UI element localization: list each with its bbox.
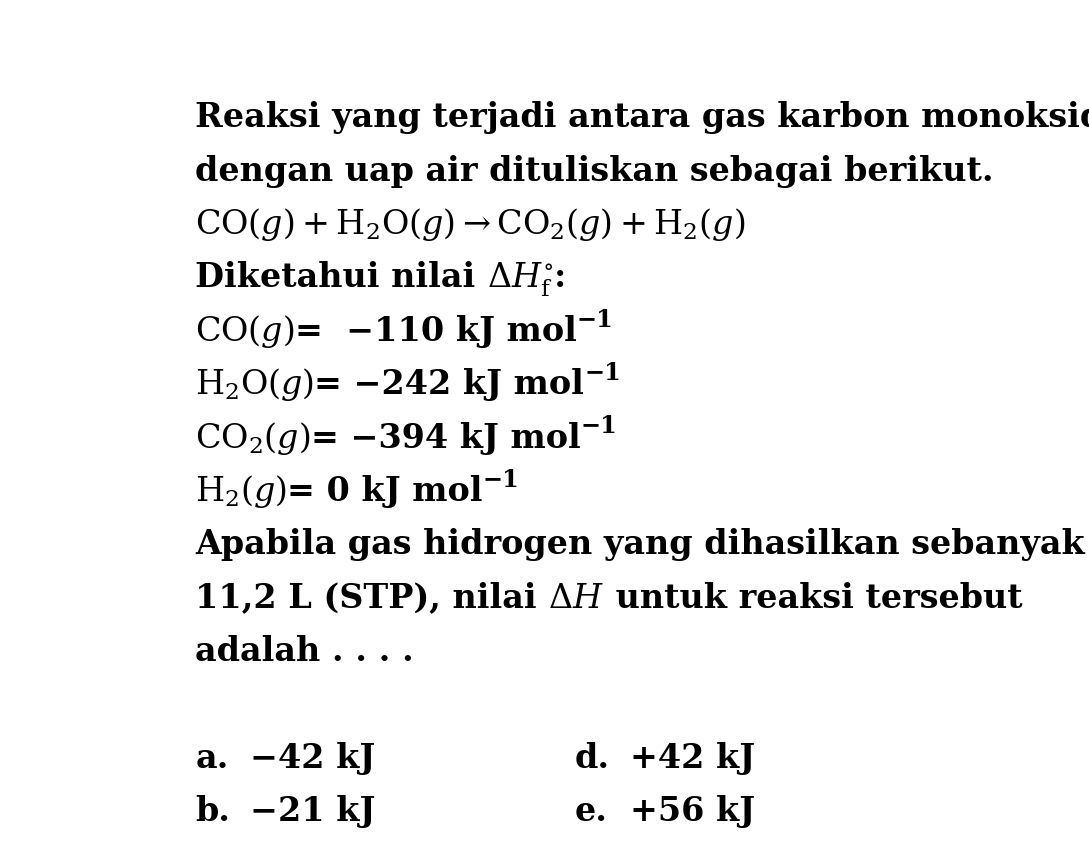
Text: Diketahui nilai: Diketahui nilai [195, 261, 487, 295]
Text: Reaksi yang terjadi antara gas karbon monoksida: Reaksi yang terjadi antara gas karbon mo… [195, 101, 1089, 134]
Text: = −242 kJ mol: = −242 kJ mol [315, 368, 585, 401]
Text: −21 kJ: −21 kJ [250, 794, 376, 827]
Text: $\mathrm{CO_2}(g)$: $\mathrm{CO_2}(g)$ [195, 419, 310, 456]
Text: d.: d. [575, 741, 610, 774]
Text: $\mathrm{H_2}(g)$: $\mathrm{H_2}(g)$ [195, 473, 287, 509]
Text: $\Delta H_{\mathrm{f}}^{\circ}$: $\Delta H_{\mathrm{f}}^{\circ}$ [487, 260, 553, 298]
Text: −1: −1 [576, 307, 613, 331]
Text: +56 kJ: +56 kJ [629, 794, 755, 827]
Text: +42 kJ: +42 kJ [629, 741, 755, 774]
Text: $\mathrm{CO}(g)$: $\mathrm{CO}(g)$ [195, 312, 295, 349]
Text: = −394 kJ mol: = −394 kJ mol [310, 421, 580, 454]
Text: 11,2 L (STP), nilai: 11,2 L (STP), nilai [195, 581, 549, 614]
Text: $\mathrm{CO}(g) + \mathrm{H_2O}(g) \rightarrow \mathrm{CO_2}(g) + \mathrm{H_2}(g: $\mathrm{CO}(g) + \mathrm{H_2O}(g) \righ… [195, 206, 746, 243]
Text: dengan uap air dituliskan sebagai berikut.: dengan uap air dituliskan sebagai beriku… [195, 154, 994, 187]
Text: −1: −1 [580, 414, 617, 438]
Text: a.: a. [195, 741, 229, 774]
Text: =  −110 kJ mol: = −110 kJ mol [295, 315, 576, 348]
Text: $\Delta H$: $\Delta H$ [549, 582, 604, 614]
Text: −1: −1 [482, 467, 519, 491]
Text: adalah . . . .: adalah . . . . [195, 634, 414, 667]
Text: b.: b. [195, 794, 230, 827]
Text: e.: e. [575, 794, 608, 827]
Text: Apabila gas hidrogen yang dihasilkan sebanyak: Apabila gas hidrogen yang dihasilkan seb… [195, 528, 1085, 560]
Text: −1: −1 [585, 360, 621, 384]
Text: untuk reaksi tersebut: untuk reaksi tersebut [604, 581, 1023, 614]
Text: = 0 kJ mol: = 0 kJ mol [287, 474, 482, 507]
Text: −42 kJ: −42 kJ [250, 741, 376, 774]
Text: $\mathrm{H_2O}(g)$: $\mathrm{H_2O}(g)$ [195, 365, 315, 403]
Text: :: : [553, 261, 566, 295]
